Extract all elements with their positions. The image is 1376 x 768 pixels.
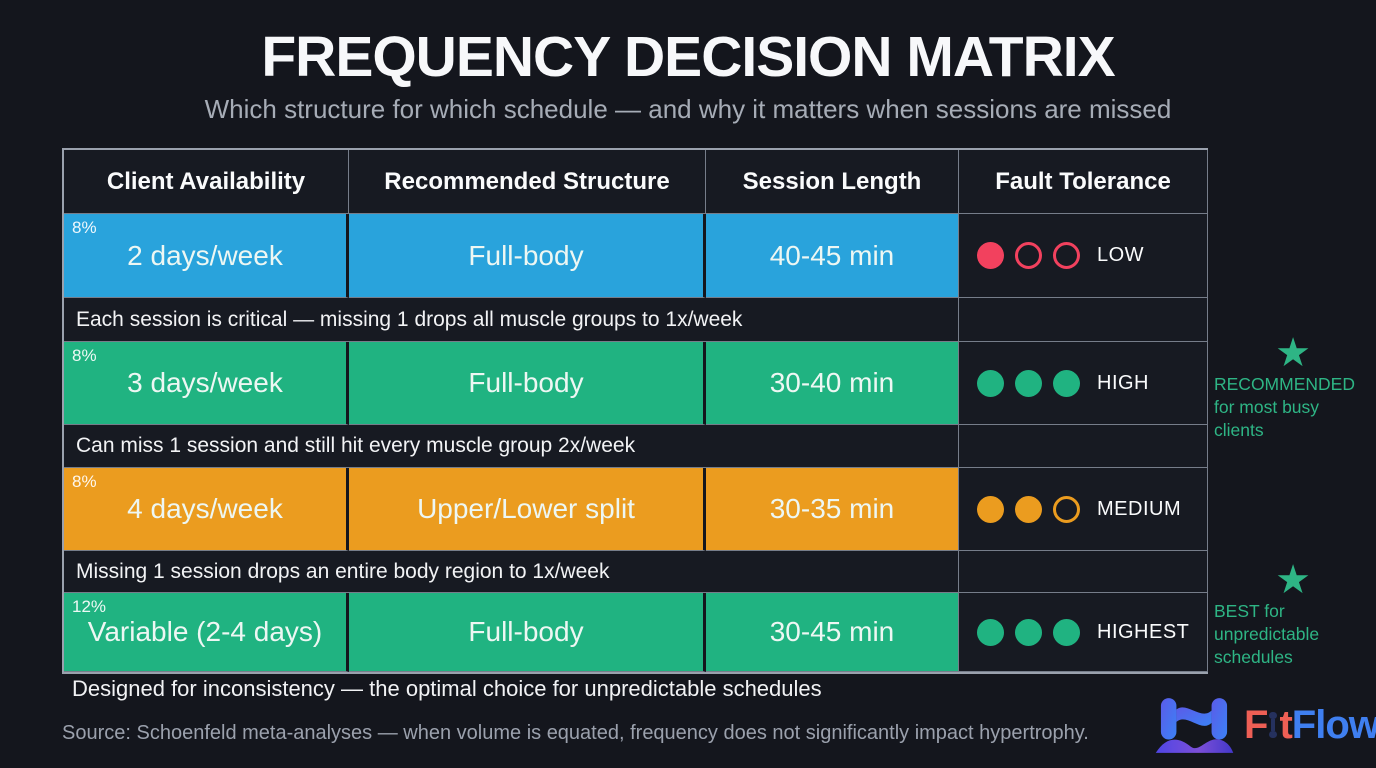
dumbbell-wave-icon [1155, 698, 1234, 753]
empty-cell [959, 425, 1208, 468]
structure-cell: Full-body [349, 342, 706, 425]
percent-badge: 8% [72, 472, 97, 491]
structure-cell: Full-body [349, 214, 706, 298]
fault-tolerance-label: LOW [1097, 244, 1145, 266]
tolerance-dot-filled-icon [977, 242, 1004, 269]
column-header-structure: Recommended Structure [349, 150, 706, 214]
annotation-heading: BEST for [1214, 601, 1285, 621]
variable-row-note: Designed for inconsistency — the optimal… [72, 676, 822, 701]
logo-flow-text: Flow [1291, 702, 1376, 747]
tolerance-dot-empty-icon [1015, 242, 1042, 269]
empty-cell [959, 298, 1208, 342]
tolerance-dot-filled-icon [1015, 495, 1042, 523]
fault-tolerance-cell: LOW [959, 214, 1208, 298]
tolerance-dot-filled-icon [977, 618, 1004, 646]
session-length-cell: 30-40 min [706, 342, 959, 425]
tolerance-dot-filled-icon [977, 495, 1004, 523]
row-note: Each session is critical — missing 1 dro… [64, 298, 959, 342]
availability-cell: 8% 4 days/week [64, 468, 349, 551]
tolerance-dots [977, 495, 1080, 523]
structure-cell: Full-body [349, 593, 706, 672]
percent-badge: 8% [72, 218, 97, 237]
tolerance-dot-empty-icon [1053, 495, 1080, 523]
tolerance-dot-empty-icon [1053, 242, 1080, 269]
annotation-body: for most busy clients [1214, 397, 1320, 440]
column-header-session-length: Session Length [706, 150, 959, 214]
session-length-value: 40-45 min [769, 239, 895, 271]
structure-value: Upper/Lower split [417, 493, 635, 524]
structure-value: Full-body [468, 616, 584, 647]
tolerance-dot-filled-icon [1015, 369, 1042, 397]
tolerance-dot-filled-icon [1053, 369, 1080, 397]
decision-matrix-table: Client Availability Recommended Structur… [62, 148, 1208, 674]
fitflow-wordmark: F t Flow [1244, 703, 1376, 748]
fitflow-logo: F t Flow [1152, 694, 1376, 756]
availability-value: 3 days/week [127, 367, 283, 398]
fault-tolerance-label: HIGH [1097, 371, 1149, 394]
annotation-body: unpredictable schedules [1214, 624, 1320, 667]
fault-tolerance-cell: MEDIUM [959, 468, 1208, 551]
source-citation: Source: Schoenfeld meta-analyses — when … [62, 722, 1089, 744]
session-length-cell: 30-45 min [706, 593, 959, 672]
fault-tolerance-label: HIGHEST [1097, 620, 1190, 643]
fault-tolerance-cell: HIGHEST [959, 593, 1208, 672]
structure-cell: Upper/Lower split [349, 468, 706, 551]
session-length-value: 30-40 min [769, 367, 895, 398]
session-length-value: 30-35 min [769, 493, 895, 524]
star-icon: ★ [1275, 331, 1311, 375]
availability-cell: 8% 2 days/week [64, 214, 349, 298]
row-note: Missing 1 session drops an entire body r… [64, 551, 959, 593]
session-length-value: 30-45 min [769, 616, 895, 647]
tolerance-dot-filled-icon [977, 369, 1004, 397]
star-icon: ★ [1275, 558, 1311, 602]
tolerance-dots [977, 618, 1080, 646]
logo-letter-f: F [1244, 702, 1268, 747]
tolerance-dots [977, 369, 1080, 397]
column-header-fault-tolerance: Fault Tolerance [959, 150, 1208, 214]
fault-tolerance-cell: HIGH [959, 342, 1208, 425]
column-header-availability: Client Availability [64, 150, 349, 214]
session-length-cell: 30-35 min [706, 468, 959, 551]
session-length-cell: 40-45 min [706, 214, 959, 298]
empty-cell [959, 551, 1208, 593]
logo-letter-t: t [1279, 702, 1292, 747]
structure-value: Full-body [468, 367, 584, 398]
availability-value: 2 days/week [127, 239, 283, 271]
annotation-recommended: ★ RECOMMENDED for most busy clients [1214, 333, 1372, 442]
dumbbell-i-icon [1269, 712, 1278, 738]
availability-value: 4 days/week [127, 493, 283, 524]
row-note: Can miss 1 session and still hit every m… [64, 425, 959, 468]
annotation-heading: RECOMMENDED [1214, 374, 1355, 394]
page-subtitle: Which structure for which schedule — and… [204, 94, 1172, 124]
percent-badge: 12% [72, 597, 107, 616]
fault-tolerance-label: MEDIUM [1097, 497, 1182, 520]
tolerance-dot-filled-icon [1015, 618, 1042, 646]
availability-cell: 8% 3 days/week [64, 342, 349, 425]
tolerance-dots [977, 242, 1080, 269]
page-title: FREQUENCY DECISION MATRIX [261, 25, 1115, 89]
structure-value: Full-body [468, 239, 584, 271]
tolerance-dot-filled-icon [1053, 618, 1080, 646]
availability-cell: 12% Variable (2-4 days) [64, 593, 349, 672]
annotation-best: ★ BEST for unpredictable schedules [1214, 560, 1372, 669]
percent-badge: 8% [72, 346, 97, 365]
availability-value: Variable (2-4 days) [87, 616, 323, 647]
